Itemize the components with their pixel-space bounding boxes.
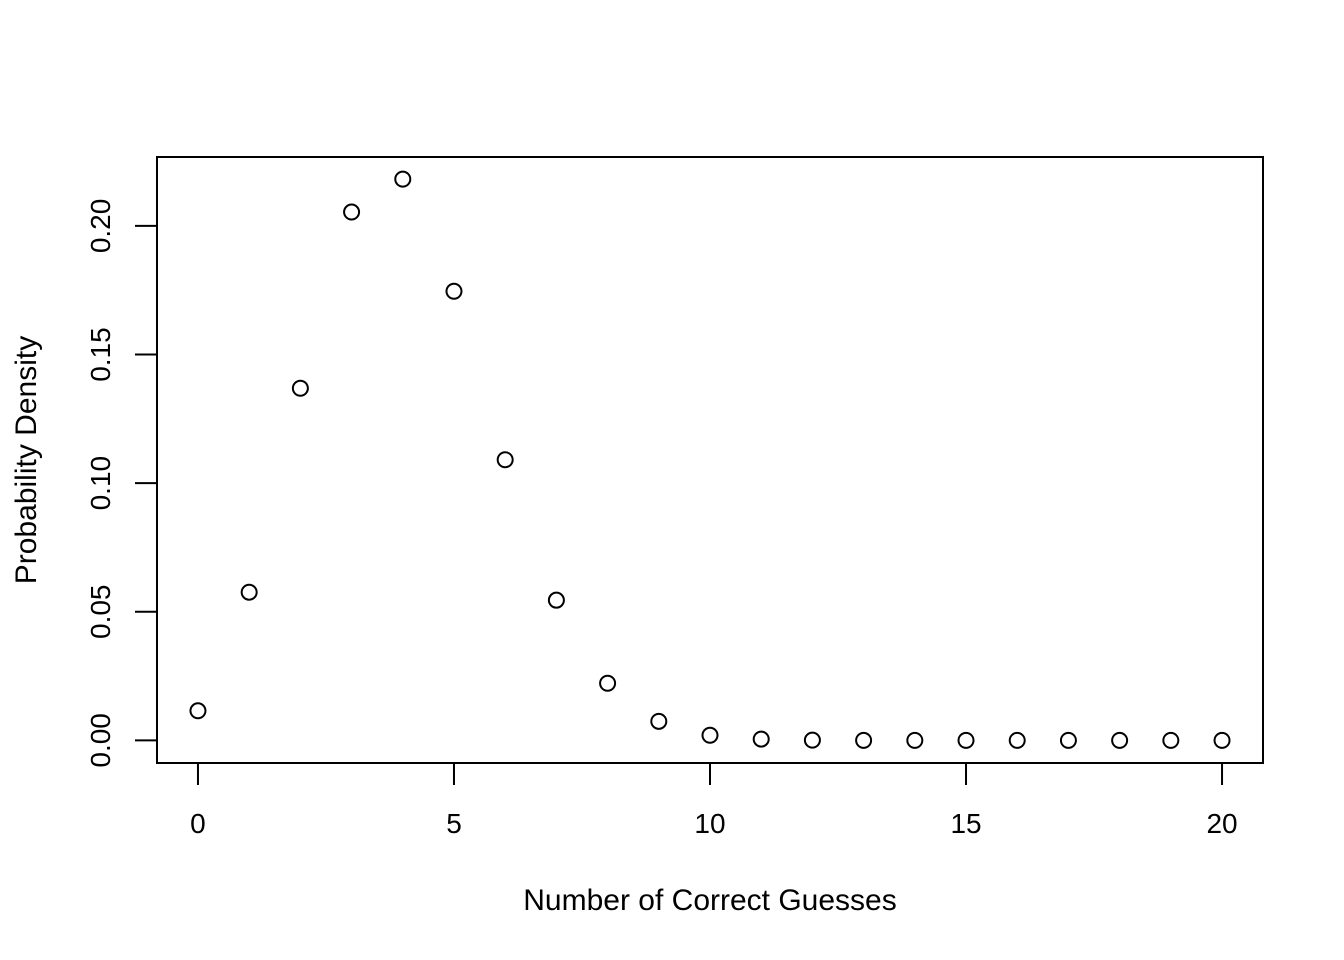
x-axis: 0 5 10 15 20: [190, 762, 1238, 839]
data-point: [803, 731, 821, 749]
data-point: [291, 379, 309, 397]
plot-frame: [156, 156, 1264, 764]
y-tick-label: 0.00: [85, 713, 116, 768]
data-point: [855, 731, 873, 749]
y-tick-label: 0.10: [85, 456, 116, 511]
y-tick-label: 0.15: [85, 327, 116, 382]
data-point: [394, 170, 412, 188]
x-tick-label: 15: [950, 808, 981, 839]
y-axis-title: Probability Density: [10, 336, 43, 584]
x-tick-label: 10: [694, 808, 725, 839]
data-point: [957, 731, 975, 749]
data-point: [1213, 731, 1231, 749]
x-tick-label: 5: [446, 808, 462, 839]
data-point: [1059, 731, 1077, 749]
y-axis: 0.00 0.05 0.10 0.15 0.20: [85, 199, 158, 768]
data-point: [240, 583, 258, 601]
data-point: [599, 674, 617, 692]
x-tick-label: 20: [1206, 808, 1237, 839]
data-point: [1162, 731, 1180, 749]
y-tick-label: 0.20: [85, 199, 116, 254]
data-point: [343, 203, 361, 221]
data-point: [189, 702, 207, 720]
data-point: [752, 730, 770, 748]
data-points: [189, 170, 1231, 749]
x-axis-title: Number of Correct Guesses: [523, 884, 896, 917]
data-point: [547, 591, 565, 609]
data-point: [650, 712, 668, 730]
x-tick-label: 0: [190, 808, 206, 839]
data-point: [701, 726, 719, 744]
data-point: [906, 731, 924, 749]
data-point: [445, 282, 463, 300]
data-point: [1008, 731, 1026, 749]
y-tick-label: 0.05: [85, 585, 116, 640]
data-point: [496, 451, 514, 469]
data-point: [1111, 731, 1129, 749]
